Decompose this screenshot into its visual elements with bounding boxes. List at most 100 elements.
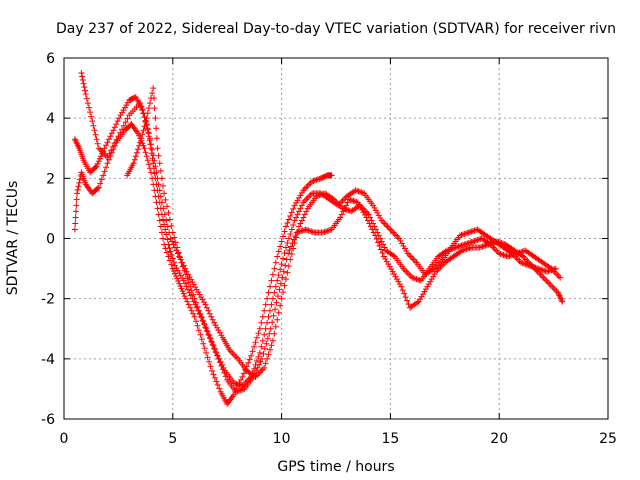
data-point bbox=[461, 241, 468, 248]
data-point bbox=[253, 357, 260, 364]
data-point bbox=[485, 241, 492, 248]
data-point bbox=[202, 324, 209, 331]
data-point bbox=[458, 231, 465, 238]
data-point bbox=[281, 228, 288, 235]
x-tick-label: 15 bbox=[381, 431, 399, 447]
data-point bbox=[269, 295, 276, 302]
data-point bbox=[398, 283, 405, 290]
data-point bbox=[168, 222, 175, 229]
data-point bbox=[145, 129, 152, 136]
data-point bbox=[162, 226, 169, 233]
data-point bbox=[76, 179, 83, 186]
data-point bbox=[204, 328, 211, 335]
data-point bbox=[374, 209, 381, 216]
data-point bbox=[163, 203, 170, 210]
data-point bbox=[383, 258, 390, 265]
data-point bbox=[465, 229, 472, 236]
data-point bbox=[256, 349, 263, 356]
data-point bbox=[499, 251, 506, 258]
data-point bbox=[328, 172, 335, 179]
data-point bbox=[193, 286, 200, 293]
data-point bbox=[525, 262, 532, 269]
data-point bbox=[421, 288, 428, 295]
data-point bbox=[249, 369, 256, 376]
data-point bbox=[360, 209, 367, 216]
data-point bbox=[354, 187, 361, 194]
series-track-D bbox=[124, 85, 559, 389]
data-point bbox=[316, 175, 323, 182]
data-point bbox=[155, 152, 162, 159]
data-point bbox=[158, 211, 165, 218]
data-point bbox=[261, 364, 268, 371]
data-point bbox=[377, 235, 384, 242]
data-point bbox=[238, 386, 245, 393]
data-point bbox=[174, 267, 181, 274]
data-point bbox=[555, 273, 562, 280]
data-point bbox=[100, 172, 107, 179]
data-point bbox=[206, 334, 213, 341]
data-point bbox=[78, 70, 85, 77]
data-point bbox=[496, 250, 503, 257]
data-point bbox=[202, 301, 209, 308]
data-point bbox=[528, 263, 535, 270]
data-point bbox=[404, 297, 411, 304]
data-point bbox=[167, 235, 174, 242]
data-point bbox=[207, 363, 214, 370]
data-point bbox=[105, 136, 112, 143]
data-point bbox=[75, 183, 82, 190]
data-point bbox=[394, 233, 401, 240]
data-point bbox=[232, 380, 239, 387]
data-point bbox=[73, 202, 80, 209]
data-point bbox=[288, 209, 295, 216]
data-point bbox=[233, 354, 240, 361]
data-point bbox=[174, 275, 181, 282]
data-point bbox=[348, 197, 355, 204]
data-point bbox=[276, 286, 283, 293]
data-point bbox=[271, 289, 278, 296]
data-point bbox=[418, 293, 425, 300]
data-point bbox=[177, 283, 184, 290]
data-point bbox=[232, 388, 239, 395]
data-point bbox=[491, 246, 498, 253]
data-point bbox=[287, 212, 294, 219]
data-point bbox=[366, 220, 373, 227]
data-point bbox=[72, 214, 79, 221]
x-tick-label: 5 bbox=[168, 431, 177, 447]
data-point bbox=[114, 118, 121, 125]
data-point bbox=[375, 239, 382, 246]
data-point bbox=[258, 343, 265, 350]
data-point bbox=[120, 122, 127, 129]
data-point bbox=[134, 130, 141, 137]
data-point bbox=[172, 239, 179, 246]
data-point bbox=[280, 268, 287, 275]
data-point bbox=[237, 382, 244, 389]
data-point bbox=[216, 355, 223, 362]
data-point bbox=[146, 100, 153, 107]
data-point bbox=[160, 235, 167, 242]
data-point bbox=[383, 221, 390, 228]
data-point bbox=[399, 240, 406, 247]
data-point bbox=[297, 205, 304, 212]
data-point bbox=[307, 191, 314, 198]
data-point bbox=[108, 149, 115, 156]
data-point bbox=[463, 246, 470, 253]
data-point bbox=[189, 279, 196, 286]
data-point bbox=[303, 208, 310, 215]
data-point bbox=[235, 381, 242, 388]
data-point bbox=[208, 313, 215, 320]
data-point bbox=[288, 243, 295, 250]
data-point bbox=[150, 160, 157, 167]
data-point bbox=[296, 208, 303, 215]
data-point bbox=[230, 379, 237, 386]
data-point bbox=[278, 261, 285, 268]
data-point bbox=[214, 324, 221, 331]
data-point bbox=[268, 277, 275, 284]
data-point bbox=[548, 267, 555, 274]
data-point bbox=[169, 229, 176, 236]
data-point bbox=[168, 261, 175, 268]
data-point bbox=[187, 276, 194, 283]
data-point bbox=[259, 337, 266, 344]
data-point bbox=[178, 259, 185, 266]
data-point bbox=[384, 223, 391, 230]
data-point bbox=[148, 150, 155, 157]
